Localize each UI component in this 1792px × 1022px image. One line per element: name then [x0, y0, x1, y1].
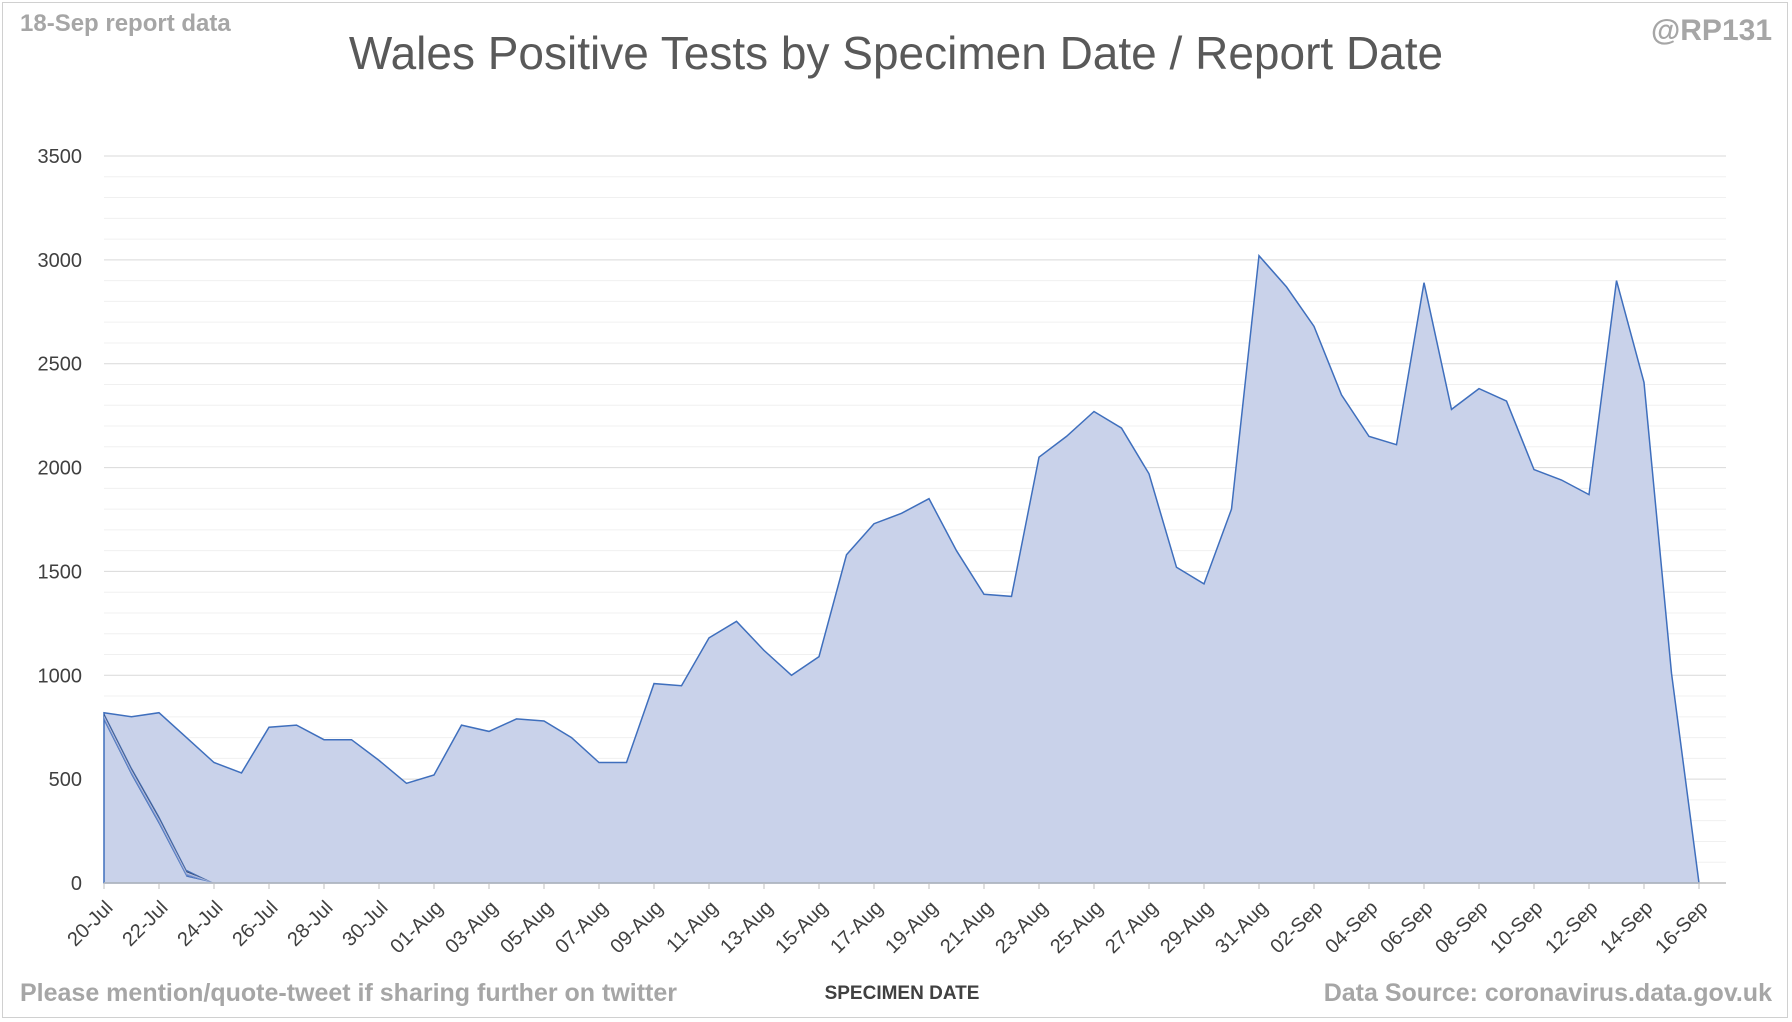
- x-tick-label: 28-Jul: [283, 897, 337, 951]
- x-tick-label: 15-Aug: [771, 897, 832, 958]
- x-tick-label: 05-Aug: [496, 897, 557, 958]
- y-tick-label: 3500: [38, 146, 83, 168]
- x-tick-label: 04-Sep: [1321, 897, 1382, 958]
- x-tick-label: 17-Aug: [826, 897, 887, 958]
- share-note: Please mention/quote-tweet if sharing fu…: [20, 979, 678, 1007]
- x-tick-label: 27-Aug: [1101, 897, 1162, 958]
- area-series: [103, 253, 1700, 884]
- y-tick-label: 0: [71, 873, 82, 895]
- x-tick-label: 08-Sep: [1431, 897, 1492, 958]
- x-axis-label: SPECIMEN DATE: [825, 983, 980, 1004]
- data-source-note: Data Source: coronavirus.data.gov.uk: [1323, 979, 1772, 1007]
- chart-title: Wales Positive Tests by Specimen Date / …: [348, 27, 1444, 79]
- x-tick-label: 02-Sep: [1266, 897, 1327, 958]
- x-tick-label: 07-Aug: [551, 897, 612, 958]
- x-tick-label: 16-Sep: [1651, 897, 1712, 958]
- x-tick-label: 24-Jul: [173, 897, 227, 951]
- x-tick-label: 10-Sep: [1486, 897, 1547, 958]
- x-tick-label: 29-Aug: [1156, 897, 1217, 958]
- x-tick-label: 01-Aug: [386, 897, 447, 958]
- x-tick-label: 14-Sep: [1596, 897, 1657, 958]
- y-tick-label: 500: [49, 769, 82, 791]
- author-handle: @RP131: [1651, 14, 1772, 47]
- x-tick-label: 25-Aug: [1046, 897, 1107, 958]
- x-tick-label: 20-Jul: [63, 897, 117, 951]
- y-tick-label: 2000: [38, 458, 83, 480]
- y-tick-label: 3000: [38, 250, 83, 272]
- total-area: [103, 253, 1700, 884]
- x-tick-label: 12-Sep: [1541, 897, 1602, 958]
- report-date-note: 18-Sep report data: [20, 10, 231, 37]
- x-tick-label: 31-Aug: [1211, 897, 1272, 958]
- y-tick-label: 2500: [38, 354, 83, 376]
- x-tick-label: 09-Aug: [606, 897, 667, 958]
- x-tick-label: 11-Aug: [662, 897, 722, 957]
- x-tick-label: 23-Aug: [991, 897, 1052, 958]
- x-tick-label: 26-Jul: [228, 897, 282, 951]
- x-tick-label: 22-Jul: [118, 897, 172, 951]
- x-tick-label: 13-Aug: [716, 897, 777, 958]
- x-tick-label: 06-Sep: [1376, 897, 1437, 958]
- x-tick-label: 30-Jul: [338, 897, 392, 951]
- x-tick-label: 19-Aug: [881, 897, 942, 958]
- y-tick-label: 1500: [38, 561, 83, 583]
- x-tick-label: 03-Aug: [441, 897, 502, 958]
- y-tick-label: 1000: [38, 665, 83, 687]
- x-tick-label: 21-Aug: [936, 897, 997, 958]
